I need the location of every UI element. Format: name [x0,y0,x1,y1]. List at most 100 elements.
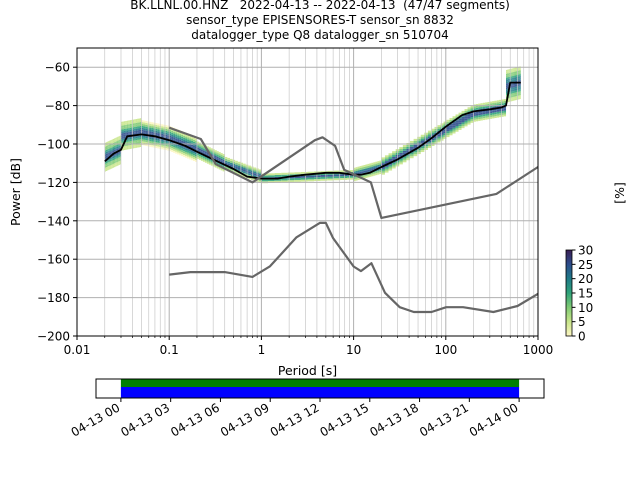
heatmap-cell [513,89,515,92]
heatmap-cell [149,123,152,126]
heatmap-cell [115,141,117,144]
heatmap-cell [171,146,174,149]
heatmap-cell [381,166,385,169]
heatmap-cell [494,114,497,117]
heatmap-cell [417,138,421,141]
heatmap-cell [392,166,396,169]
heatmap-cell [169,149,172,152]
heatmap-cell [518,97,520,100]
heatmap-cell [179,145,182,148]
heatmap-cell [506,71,508,74]
heatmap-cell [185,136,188,139]
heatmap-cell [494,112,497,115]
heatmap-cell [482,118,486,121]
heatmap-cell [516,76,518,79]
heatmap-cell [487,105,490,108]
heatmap-cell [307,175,315,178]
heatmap-cell [514,94,516,97]
heatmap-cell [492,110,495,113]
heatmap-cell [340,178,348,180]
heatmap-cell [431,128,435,131]
chart-title-line-3: datalogger_type Q8 datalogger_sn 510704 [191,28,449,42]
heatmap-cell [191,152,193,155]
heatmap-cell [514,88,516,91]
heatmap-cell [104,163,106,166]
heatmap-cell [461,112,465,115]
heatmap-cell [214,152,217,155]
heatmap-cell [109,142,111,145]
heatmap-cell [126,128,129,131]
heatmap-cell [185,138,188,141]
heatmap-cell [420,148,425,151]
heatmap-cell [163,128,166,131]
heatmap-cell [501,101,504,104]
heatmap-cell [112,150,115,153]
heatmap-cell [155,128,158,131]
heatmap-cell [131,133,133,136]
heatmap-cell [373,166,376,168]
heatmap-cell [237,163,241,166]
heatmap-cell [125,140,127,143]
heatmap-cell [175,136,178,139]
heatmap-cell [175,130,178,133]
heatmap-cell [514,67,516,70]
heatmap-cell [119,156,121,159]
heatmap-cell [143,122,146,125]
heatmap-cell [181,150,184,153]
heatmap-cell [151,141,154,144]
heatmap-cell [145,140,148,143]
heatmap-cell [353,167,356,170]
heatmap-cell [171,136,174,139]
heatmap-cell [107,143,109,146]
heatmap-cell [125,130,127,133]
heatmap-cell [200,151,203,154]
ppsd-plot: 0.01 0.1 1 10 100 1000−200−180−160−140−120−10… [8,47,553,378]
heatmap-cell [132,125,135,128]
heatmap-cell [149,129,152,132]
heatmap-cell [135,126,138,129]
heatmap-cell [163,147,166,150]
heatmap-cell [220,160,223,163]
heatmap-cell [108,166,110,168]
heatmap-cell [111,149,113,151]
heatmap-cell [222,154,225,156]
colorbar-tick-label: 5 [578,315,586,329]
axes: 0.01 0.1 1 10 100 1000−200−180−160−140−120−10… [8,47,553,378]
heatmap-cell [132,119,135,122]
heatmap-cell [218,157,221,160]
heatmap-cell [118,151,120,154]
heatmap-cell [123,138,126,141]
heatmap-cell [165,125,168,128]
heatmap-cell [424,134,428,137]
heatmap-cell [147,127,150,130]
heatmap-cell [137,136,139,138]
heatmap-cell [437,134,441,137]
heatmap-cell [110,159,112,162]
heatmap-cell [470,113,474,116]
heatmap-cell [181,136,184,139]
heatmap-cell [518,93,520,96]
heatmap-cell [138,139,140,142]
heatmap-cell [513,98,515,101]
heatmap-cell [181,146,184,149]
heatmap-cell [151,129,154,132]
heatmap-cell [111,150,113,153]
heatmap-cell [116,148,118,151]
heatmap-cell [145,144,148,146]
heatmap-cell [237,167,241,170]
heatmap-cell [171,130,174,133]
colorbar-label: [%] [612,182,627,204]
heatmap-cell [175,132,178,135]
heatmap-cell [515,94,517,97]
heatmap-cell [240,170,244,173]
heatmap-cell [153,143,156,146]
heatmap-cell [169,133,172,136]
heatmap-cell [191,154,193,157]
heatmap-cell [514,69,516,72]
heatmap-cell [467,114,471,117]
heatmap-cell [365,170,368,173]
heatmap-cell [192,143,195,146]
heatmap-cell [513,68,515,70]
heatmap-cell [420,146,425,149]
heatmap-cell [161,126,164,129]
